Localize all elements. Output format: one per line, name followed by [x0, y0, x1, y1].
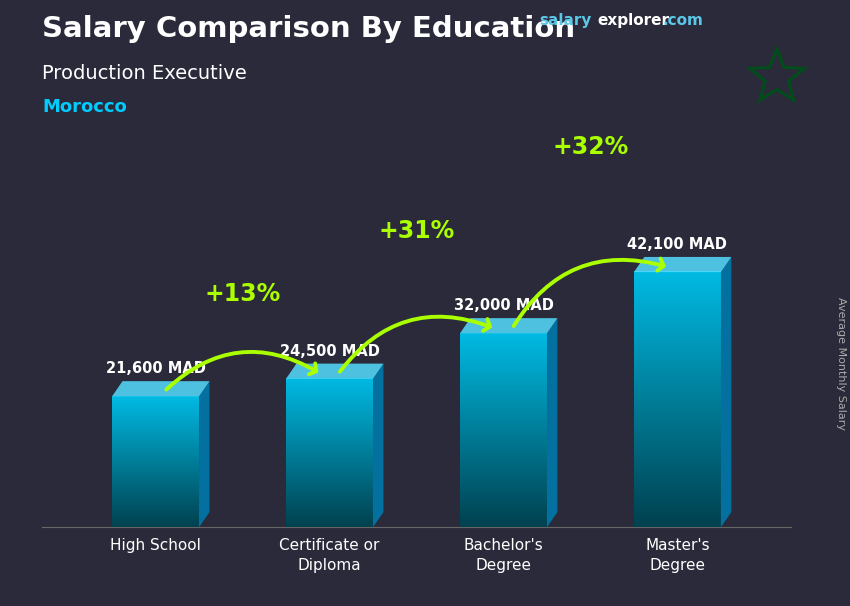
Text: +13%: +13% — [204, 282, 280, 306]
Text: 32,000 MAD: 32,000 MAD — [454, 298, 553, 313]
Text: 21,600 MAD: 21,600 MAD — [105, 361, 206, 376]
Polygon shape — [199, 381, 209, 527]
Text: Production Executive: Production Executive — [42, 64, 247, 82]
Text: Morocco: Morocco — [42, 98, 128, 116]
Polygon shape — [286, 364, 383, 379]
Text: explorer: explorer — [598, 13, 670, 28]
Polygon shape — [373, 364, 383, 527]
Polygon shape — [634, 257, 731, 272]
Polygon shape — [547, 318, 558, 527]
Polygon shape — [460, 318, 558, 333]
Text: 42,100 MAD: 42,100 MAD — [627, 237, 728, 252]
Text: .com: .com — [662, 13, 703, 28]
Polygon shape — [721, 257, 731, 527]
Text: salary: salary — [540, 13, 592, 28]
Text: +31%: +31% — [378, 219, 455, 243]
Text: 24,500 MAD: 24,500 MAD — [280, 344, 379, 359]
Text: +32%: +32% — [552, 135, 629, 159]
Polygon shape — [112, 381, 209, 396]
Text: Average Monthly Salary: Average Monthly Salary — [836, 297, 846, 430]
Text: Salary Comparison By Education: Salary Comparison By Education — [42, 15, 575, 43]
